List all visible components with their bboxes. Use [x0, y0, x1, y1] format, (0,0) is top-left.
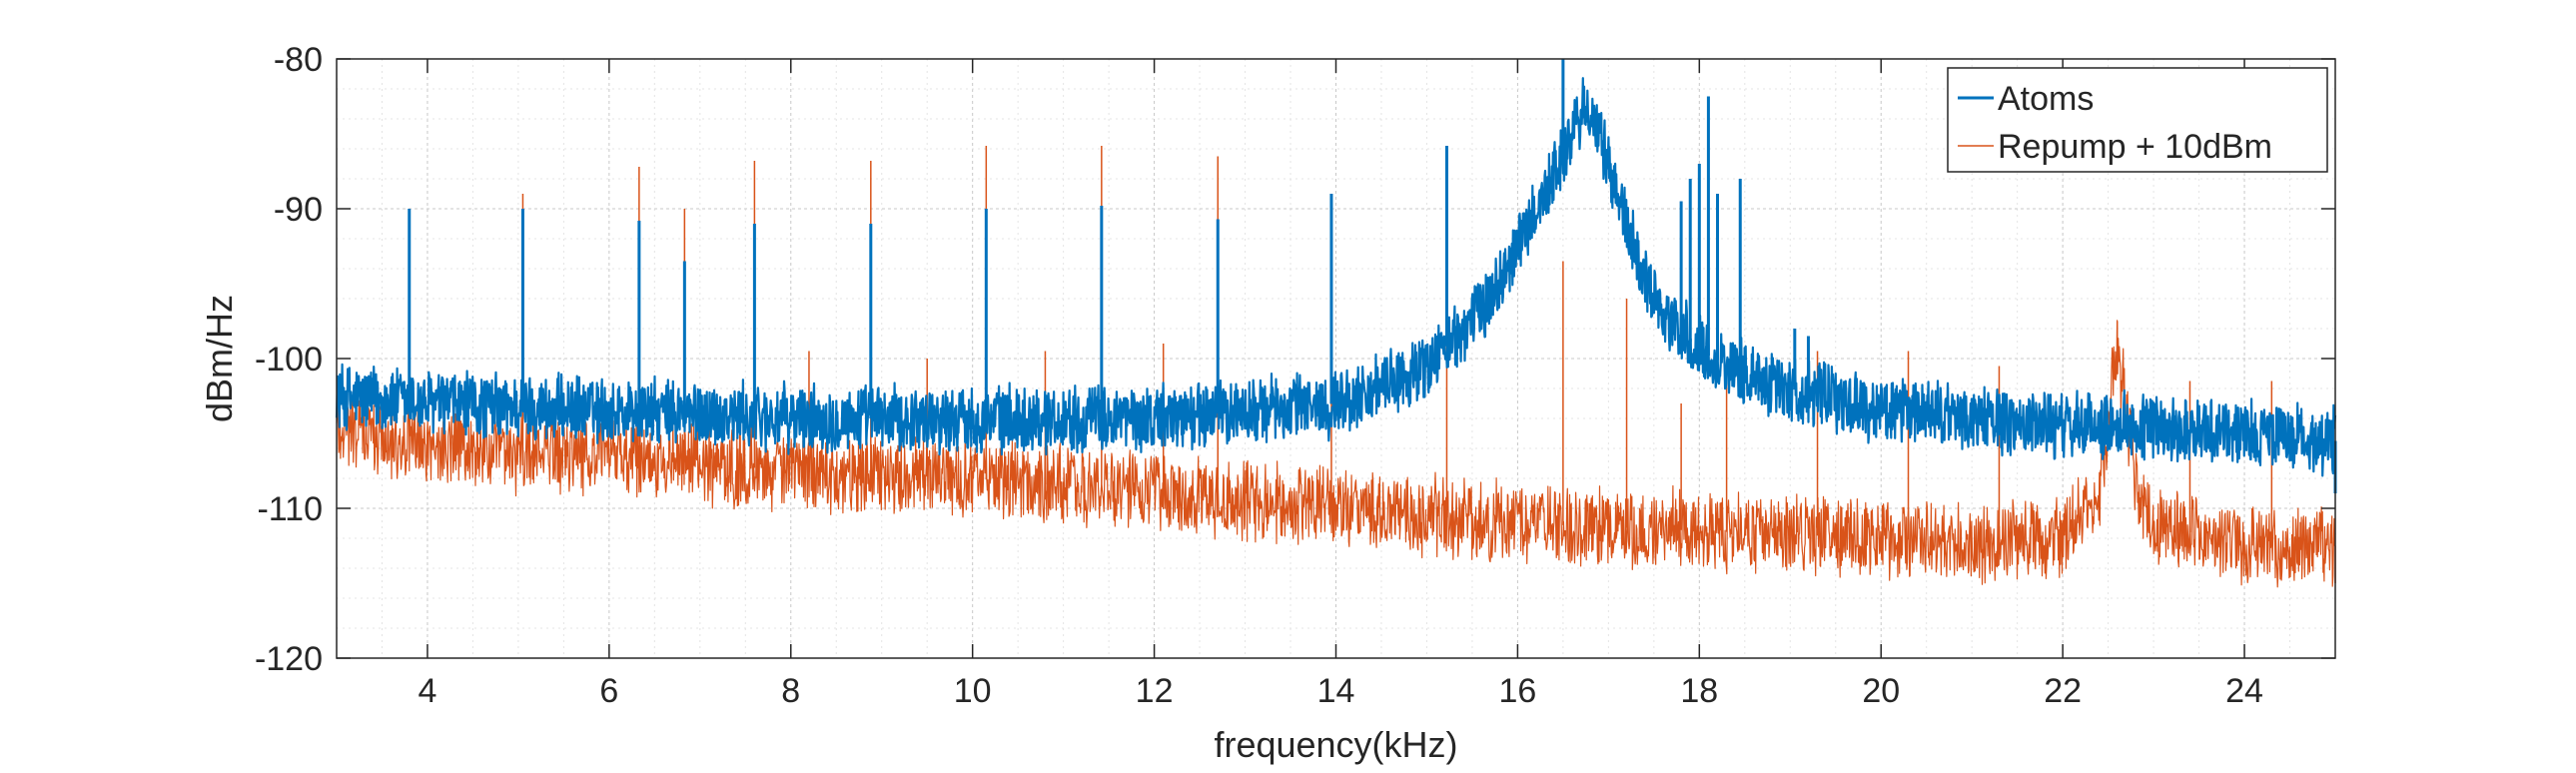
x-tick-label: 16	[1498, 672, 1536, 710]
y-axis-label: dBm/Hz	[199, 295, 240, 422]
y-tick-labels: -80 -90 -100 -110 -120	[255, 41, 323, 678]
legend-label-atoms: Atoms	[1998, 80, 2094, 118]
y-tick-label: -90	[274, 191, 323, 229]
x-tick-label: 6	[599, 672, 618, 710]
y-tick-label: -120	[255, 640, 323, 678]
x-tick-label: 22	[2044, 672, 2082, 710]
x-tick-label: 14	[1317, 672, 1355, 710]
x-tick-label: 10	[954, 672, 992, 710]
series-line-atoms	[335, 77, 2337, 477]
x-tick-label: 12	[1136, 672, 1174, 710]
y-tick-label: -80	[274, 41, 323, 79]
y-tick-label: -110	[257, 490, 323, 528]
y-tick-label: -100	[255, 341, 323, 379]
x-tick-label: 20	[1862, 672, 1900, 710]
x-tick-labels: 4 6 8 10 12 14 16 18 20 22 24	[418, 672, 2262, 710]
x-tick-label: 18	[1680, 672, 1718, 710]
x-axis-label: frequency(kHz)	[1214, 724, 1457, 765]
x-tick-label: 24	[2225, 672, 2263, 710]
legend-box	[1947, 67, 2328, 173]
legend-label-repump: Repump + 10dBm	[1998, 128, 2272, 166]
series-layer	[335, 59, 2337, 588]
legend: Atoms Repump + 10dBm	[1947, 67, 2328, 173]
x-tick-label: 4	[418, 672, 436, 710]
x-tick-label: 8	[781, 672, 800, 710]
